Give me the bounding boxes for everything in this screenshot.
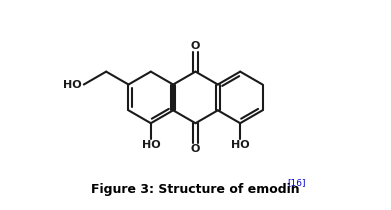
Text: HO: HO <box>231 140 249 150</box>
Text: O: O <box>191 144 200 154</box>
Text: HO: HO <box>142 140 160 150</box>
Text: Figure 3: Structure of emodin: Figure 3: Structure of emodin <box>91 183 300 196</box>
Text: HO: HO <box>63 80 82 89</box>
Text: O: O <box>191 41 200 51</box>
Text: [16]: [16] <box>287 178 306 187</box>
